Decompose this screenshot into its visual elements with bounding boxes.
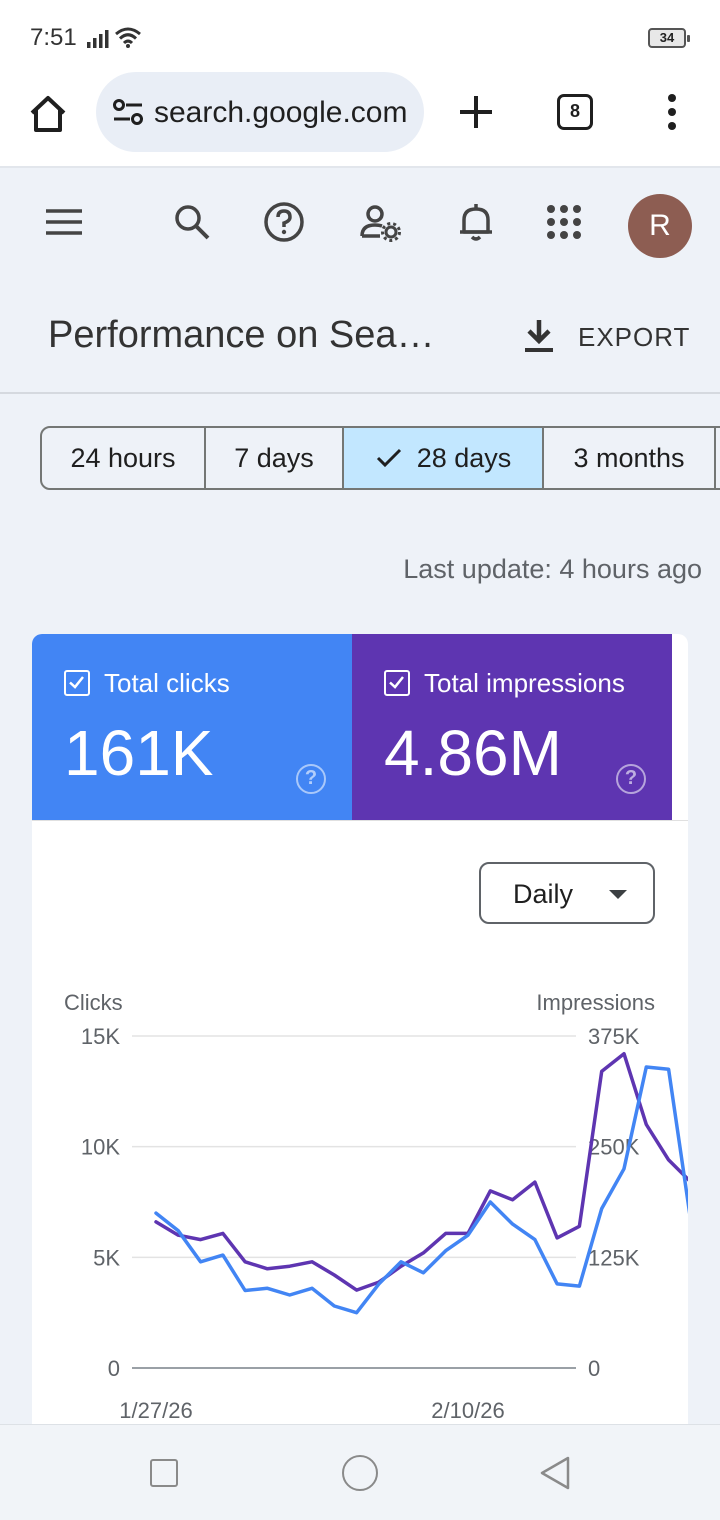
performance-card: Total clicks 161K ? Total impressions 4.… — [32, 634, 688, 1434]
divider — [32, 820, 688, 821]
right-tick-label: 375K — [588, 1024, 640, 1049]
new-tab-icon[interactable] — [456, 92, 496, 132]
title-row: Performance on Sea… EXPORT — [0, 282, 720, 394]
granularity-value: Daily — [513, 879, 574, 909]
range-label: 28 days — [416, 442, 512, 473]
range-label: 7 days — [234, 442, 314, 473]
checkbox-icon[interactable] — [384, 670, 410, 696]
menu-icon[interactable] — [42, 200, 86, 244]
left-tick-label: 0 — [108, 1356, 120, 1381]
wifi-icon — [115, 27, 141, 48]
check-icon — [376, 448, 401, 468]
impressions-series-line[interactable] — [154, 1051, 688, 1292]
battery-indicator: 34 — [648, 28, 690, 48]
metric-total-clicks[interactable]: Total clicks 161K ? — [32, 634, 352, 820]
apps-grid-icon[interactable] — [542, 200, 586, 244]
page-title: Performance on Sea… — [48, 314, 435, 356]
grid-lines — [132, 1035, 576, 1369]
address-bar[interactable]: search.google.com — [96, 72, 424, 152]
left-tick-label: 5K — [93, 1245, 120, 1270]
home-icon[interactable] — [26, 92, 70, 136]
checkbox-icon[interactable] — [64, 670, 90, 696]
export-label: EXPORT — [578, 322, 691, 352]
more-options-icon[interactable] — [660, 90, 684, 134]
range-3-months[interactable]: 3 months — [544, 428, 716, 488]
chevron-down-icon — [609, 890, 627, 899]
app-header: R — [0, 170, 720, 282]
help-icon[interactable]: ? — [296, 764, 326, 794]
signal-icon — [87, 30, 109, 48]
date-range-selector: 24 hours 7 days 28 days 3 months — [40, 426, 720, 490]
right-tick-label: 125K — [588, 1245, 640, 1270]
metric-label: Total clicks — [104, 668, 230, 698]
site-settings-icon[interactable] — [112, 98, 144, 126]
back-icon[interactable] — [538, 1455, 572, 1491]
help-icon[interactable] — [262, 200, 306, 244]
metric-total-impressions[interactable]: Total impressions 4.86M ? — [352, 634, 672, 820]
account-avatar[interactable]: R — [628, 194, 692, 258]
range-7-days[interactable]: 7 days — [206, 428, 344, 488]
recents-icon[interactable] — [150, 1459, 178, 1487]
last-update-text: Last update: 4 hours ago — [403, 554, 702, 584]
range-label: 24 hours — [70, 442, 176, 473]
right-axis-label: Impressions — [536, 990, 655, 1015]
system-nav-bar — [0, 1424, 720, 1520]
range-24-hours[interactable]: 24 hours — [42, 428, 206, 488]
browser-toolbar: search.google.com 8 — [0, 72, 720, 168]
x-tick-label: 1/27/26 — [119, 1398, 192, 1423]
metric-value: 161K — [64, 717, 214, 789]
status-time: 7:51 — [30, 24, 77, 51]
series-lines — [154, 1051, 688, 1315]
range-28-days[interactable]: 28 days — [344, 428, 544, 488]
range-label: 3 months — [573, 442, 685, 473]
help-icon[interactable]: ? — [616, 764, 646, 794]
search-icon[interactable] — [170, 200, 214, 244]
left-tick-label: 15K — [81, 1024, 120, 1049]
download-icon — [525, 320, 553, 352]
x-tick-label: 2/10/26 — [431, 1398, 504, 1423]
url-text: search.google.com — [154, 96, 408, 129]
metric-label: Total impressions — [424, 668, 625, 698]
manage-users-icon[interactable] — [358, 200, 402, 244]
home-circle-icon[interactable] — [342, 1455, 378, 1491]
status-bar: 7:51 34 — [0, 0, 720, 72]
notifications-icon[interactable] — [454, 200, 498, 244]
left-axis-label: Clicks — [64, 990, 123, 1015]
metric-value: 4.86M — [384, 717, 562, 789]
clicks-series-line[interactable] — [154, 1065, 688, 1315]
right-tick-label: 0 — [588, 1356, 600, 1381]
tab-switcher-button[interactable]: 8 — [557, 94, 593, 130]
export-button[interactable]: EXPORT — [512, 312, 702, 362]
granularity-dropdown[interactable]: Daily — [479, 862, 655, 924]
left-tick-label: 10K — [81, 1135, 120, 1160]
